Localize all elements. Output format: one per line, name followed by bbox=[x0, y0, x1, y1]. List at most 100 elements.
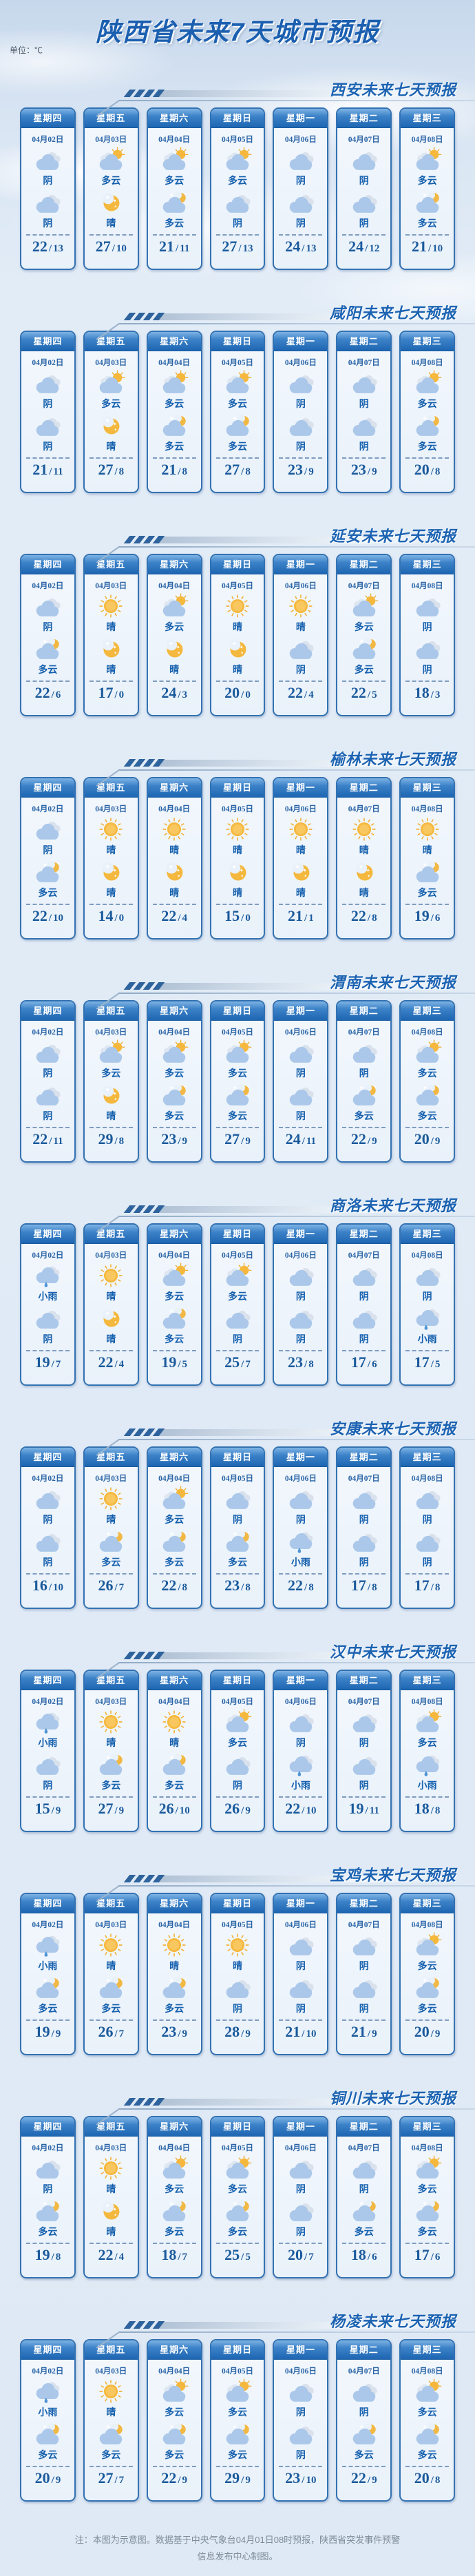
date-label: 04月05日 bbox=[222, 359, 253, 367]
weekday-header: 星期六 bbox=[147, 2340, 201, 2360]
night-condition-label: 多云 bbox=[101, 2003, 121, 2014]
high-temp: 23 bbox=[350, 461, 366, 478]
dashed-divider bbox=[342, 2243, 386, 2244]
date-label: 04月02日 bbox=[32, 1921, 64, 1929]
section-header: 西安未来七天预报 bbox=[0, 67, 475, 107]
temperature: 22/8 bbox=[288, 1577, 314, 1595]
cloudy-day-icon bbox=[412, 146, 443, 174]
light-rain-icon bbox=[32, 2378, 63, 2405]
temp-separator: / bbox=[430, 913, 434, 924]
high-temp: 23 bbox=[285, 2469, 301, 2486]
overcast-icon bbox=[32, 1039, 63, 1066]
section-title: 西安未来七天预报 bbox=[329, 81, 456, 98]
dashed-divider bbox=[405, 1127, 450, 1128]
forecast-card: 星期六 04月04日 晴 多云 23/9 bbox=[146, 1893, 202, 2055]
forecast-card: 星期五 04月03日 晴 晴 17/0 bbox=[83, 554, 139, 716]
temperature: 22/11 bbox=[32, 1130, 63, 1148]
day-condition-label: 多云 bbox=[417, 175, 437, 186]
dashed-divider bbox=[26, 457, 70, 459]
low-temp: 8 bbox=[434, 2475, 441, 2486]
day-condition-label: 晴 bbox=[422, 844, 432, 855]
forecast-card: 星期六 04月04日 多云 晴 24/3 bbox=[146, 554, 202, 716]
forecast-card: 星期一 04月06日 阴 阴 21/10 bbox=[273, 1893, 329, 2055]
day-condition-label: 多云 bbox=[228, 1291, 247, 1302]
date-label: 04月03日 bbox=[95, 136, 127, 144]
day-condition-label: 多云 bbox=[165, 1291, 184, 1302]
day-condition-label: 晴 bbox=[169, 1737, 180, 1748]
date-label: 04月05日 bbox=[222, 805, 253, 813]
temp-separator: / bbox=[178, 1582, 181, 1593]
night-condition-label: 阴 bbox=[43, 218, 53, 229]
date-label: 04月04日 bbox=[158, 2144, 191, 2152]
weekday-header: 星期四 bbox=[21, 2340, 74, 2360]
dashed-divider bbox=[342, 2466, 386, 2467]
cloudy-night-icon bbox=[158, 2197, 190, 2225]
day-condition-label: 多云 bbox=[165, 175, 184, 186]
day-condition-label: 晴 bbox=[295, 844, 306, 855]
temp-separator: / bbox=[304, 2252, 308, 2263]
day-condition-label: 小雨 bbox=[38, 1960, 58, 1971]
date-label: 04月04日 bbox=[158, 1698, 191, 1706]
cloudy-night-icon bbox=[95, 1528, 127, 1555]
night-condition-label: 阴 bbox=[43, 1780, 53, 1791]
day-condition-label: 晴 bbox=[106, 844, 116, 855]
forecast-cards-row: 星期四 04月02日 阴 阴 22/11 星期五 04月03日 多云 晴 29/… bbox=[0, 1000, 475, 1164]
temperature: 19/9 bbox=[35, 2023, 61, 2041]
dashed-divider bbox=[152, 904, 196, 905]
date-label: 04月07日 bbox=[348, 359, 380, 367]
weekday-header: 星期二 bbox=[337, 1894, 391, 1913]
weekday-header: 星期三 bbox=[401, 1448, 454, 1467]
section-header: 汉中未来七天预报 bbox=[0, 1630, 475, 1670]
low-temp: 9 bbox=[372, 2475, 377, 2486]
header-underline bbox=[118, 323, 475, 324]
date-label: 04月02日 bbox=[32, 1028, 64, 1037]
temp-separator: / bbox=[178, 689, 181, 700]
temp-separator: / bbox=[365, 243, 368, 254]
overcast-icon bbox=[32, 369, 63, 397]
weekday-header: 星期三 bbox=[401, 109, 454, 128]
night-condition-label: 阴 bbox=[295, 664, 306, 675]
low-temp: 0 bbox=[118, 689, 125, 700]
dashed-divider bbox=[26, 2466, 70, 2467]
temp-separator: / bbox=[49, 1136, 52, 1147]
night-condition-label: 晴 bbox=[295, 887, 306, 898]
dashed-divider bbox=[405, 234, 450, 236]
low-temp: 8 bbox=[245, 1582, 251, 1593]
header-dashes-decoration bbox=[123, 1652, 165, 1659]
overcast-icon bbox=[285, 1931, 317, 1959]
date-label: 04月04日 bbox=[158, 2367, 191, 2376]
cloudy-night-icon bbox=[158, 1528, 190, 1555]
section-header: 杨凌未来七天预报 bbox=[0, 2299, 475, 2339]
day-condition-label: 多云 bbox=[165, 621, 184, 632]
temperature: 21/10 bbox=[285, 2023, 316, 2041]
temperature: 18/7 bbox=[161, 2246, 187, 2264]
dashed-divider bbox=[26, 2019, 70, 2021]
forecast-card: 星期一 04月06日 晴 晴 21/1 bbox=[273, 777, 329, 939]
high-temp: 22 bbox=[350, 2469, 366, 2486]
temperature: 22/8 bbox=[161, 1577, 187, 1595]
weekday-header: 星期四 bbox=[21, 555, 74, 574]
night-condition-label: 多云 bbox=[165, 218, 184, 229]
high-temp: 24 bbox=[285, 1130, 301, 1147]
night-condition-label: 阴 bbox=[295, 218, 306, 229]
date-label: 04月08日 bbox=[411, 582, 443, 590]
temperature: 22/6 bbox=[35, 684, 61, 702]
night-condition-label: 多云 bbox=[417, 2449, 437, 2460]
dashed-divider bbox=[279, 681, 323, 682]
low-temp: 12 bbox=[369, 243, 380, 254]
header-underline bbox=[118, 769, 475, 771]
low-temp: 11 bbox=[369, 1805, 379, 1816]
cloudy-day-icon bbox=[158, 1262, 190, 1289]
high-temp: 22 bbox=[98, 1353, 114, 1371]
temp-separator: / bbox=[175, 243, 179, 254]
temp-separator: / bbox=[241, 1359, 244, 1370]
high-temp: 20 bbox=[288, 2246, 304, 2263]
forecast-card: 星期六 04月04日 多云 多云 22/8 bbox=[146, 1446, 202, 1609]
day-condition-label: 多云 bbox=[165, 1068, 184, 1079]
day-condition-label: 阴 bbox=[422, 1291, 432, 1302]
low-temp: 11 bbox=[306, 1136, 317, 1147]
temp-separator: / bbox=[367, 2252, 371, 2263]
low-temp: 10 bbox=[306, 1805, 317, 1816]
weekday-header: 星期五 bbox=[84, 2340, 138, 2360]
temperature: 21/8 bbox=[161, 461, 187, 479]
